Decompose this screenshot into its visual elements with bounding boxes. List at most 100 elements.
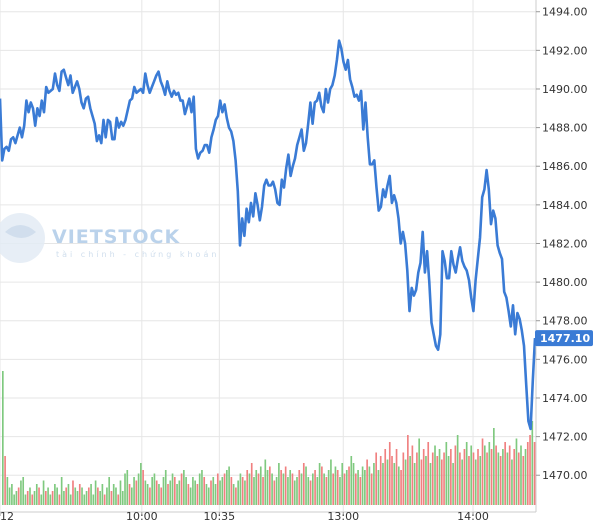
volume-bar bbox=[368, 466, 371, 505]
vietstock-watermark: VIETSTOCK tài chính - chứng khoán bbox=[0, 213, 219, 263]
volume-bar bbox=[135, 480, 138, 505]
volume-bar bbox=[167, 484, 169, 505]
volume-bar bbox=[262, 477, 264, 505]
volume-bar bbox=[296, 477, 298, 505]
volume-bar bbox=[223, 473, 226, 505]
volume-bar bbox=[173, 477, 176, 505]
volume-bar bbox=[115, 487, 117, 505]
volume-bar bbox=[386, 459, 389, 505]
volume-bar bbox=[300, 473, 303, 505]
volume-bar bbox=[302, 463, 305, 505]
volume-bar bbox=[239, 473, 242, 505]
volume-bar bbox=[488, 442, 491, 505]
volume-bar bbox=[431, 452, 434, 505]
volume-bar bbox=[493, 428, 495, 505]
volume-bar bbox=[452, 463, 454, 505]
volume-bar bbox=[316, 477, 319, 505]
volume-bar bbox=[257, 473, 260, 505]
volume-bar bbox=[101, 484, 104, 505]
volume-bar bbox=[219, 480, 221, 505]
volume-bar bbox=[269, 466, 271, 505]
volume-bar bbox=[54, 484, 56, 505]
volume-bar bbox=[379, 456, 382, 505]
y-axis: 1494.00 1492.00 1490.00 1488.00 1486.00 1484.… bbox=[535, 0, 588, 512]
volume-bar bbox=[499, 456, 502, 505]
volume-bar bbox=[425, 456, 427, 505]
volume-bar bbox=[289, 470, 292, 505]
volume-bar bbox=[271, 473, 273, 505]
volume-bar bbox=[151, 477, 154, 505]
volume-bar bbox=[416, 452, 418, 505]
volume-bar bbox=[293, 480, 296, 505]
volume-bar bbox=[112, 484, 115, 505]
volume-bar bbox=[282, 473, 285, 505]
volume-bar bbox=[51, 491, 54, 505]
volume-bar bbox=[31, 494, 34, 505]
volume-bar bbox=[418, 438, 421, 505]
volume-bar bbox=[228, 466, 230, 505]
y-tick-label: 1490.00 bbox=[542, 83, 588, 96]
volume-bar bbox=[56, 487, 58, 505]
volume-bar bbox=[526, 442, 529, 505]
volume-bar bbox=[391, 456, 393, 505]
y-tick-label: 1472.00 bbox=[542, 431, 588, 444]
watermark-tagline: tài chính - chứng khoán bbox=[56, 250, 219, 259]
volume-bar bbox=[332, 473, 335, 505]
volume-bar bbox=[121, 491, 124, 505]
volume-bar bbox=[29, 487, 31, 505]
y-tick-label: 1470.00 bbox=[542, 469, 588, 482]
volume-bar bbox=[400, 470, 402, 505]
volume-bar bbox=[35, 484, 38, 505]
volume-bar bbox=[128, 484, 131, 505]
volume-bar bbox=[309, 480, 312, 505]
x-tick-label: 10:35 bbox=[203, 510, 235, 523]
volume-bar bbox=[42, 480, 45, 505]
volume-bar bbox=[180, 473, 183, 505]
volume-bar bbox=[345, 470, 348, 505]
volume-bar bbox=[327, 470, 330, 505]
volume-bar bbox=[472, 452, 475, 505]
volume-bar bbox=[149, 487, 151, 505]
volume-bar bbox=[524, 449, 527, 505]
x-tick-label: 12 bbox=[0, 510, 14, 523]
volume-bar bbox=[8, 487, 11, 505]
volume-bar bbox=[65, 487, 68, 505]
volume-bar bbox=[334, 466, 337, 505]
y-tick-label: 1474.00 bbox=[542, 392, 588, 405]
volume-bar bbox=[375, 452, 378, 505]
volume-bar bbox=[502, 449, 504, 505]
volume-bar bbox=[60, 477, 63, 505]
volume-bar bbox=[205, 484, 208, 505]
volume-bar bbox=[495, 445, 497, 505]
volume-bar bbox=[470, 445, 473, 505]
volume-bar bbox=[481, 438, 484, 505]
volume-bar bbox=[420, 459, 423, 505]
watermark-logo-icon bbox=[0, 213, 45, 263]
volume-bar bbox=[69, 494, 72, 505]
volume-bar bbox=[49, 494, 52, 505]
volume-bar bbox=[221, 477, 224, 505]
volume-bar bbox=[366, 459, 368, 505]
volume-bar bbox=[192, 477, 194, 505]
volume-bar bbox=[479, 456, 482, 505]
volume-bar bbox=[178, 480, 181, 505]
volume-bar bbox=[504, 442, 506, 505]
volume-bar bbox=[438, 449, 441, 505]
volume-bar bbox=[459, 452, 461, 505]
volume-bar bbox=[307, 477, 310, 505]
volume-bar bbox=[137, 473, 140, 505]
y-tick-label: 1486.00 bbox=[542, 160, 588, 173]
volume-bar bbox=[513, 449, 516, 505]
volume-bar bbox=[348, 466, 350, 505]
volume-bar bbox=[474, 459, 477, 505]
volume-bar bbox=[273, 480, 276, 505]
volume-bar bbox=[311, 473, 314, 505]
volume-bar bbox=[450, 449, 452, 505]
volume-bar bbox=[255, 470, 258, 505]
volume-bar bbox=[388, 442, 391, 505]
volume-bar bbox=[468, 456, 470, 505]
volume-bar bbox=[477, 449, 479, 505]
volume-bar bbox=[103, 494, 106, 505]
volume-bar bbox=[357, 470, 359, 505]
volume-bar bbox=[198, 473, 201, 505]
